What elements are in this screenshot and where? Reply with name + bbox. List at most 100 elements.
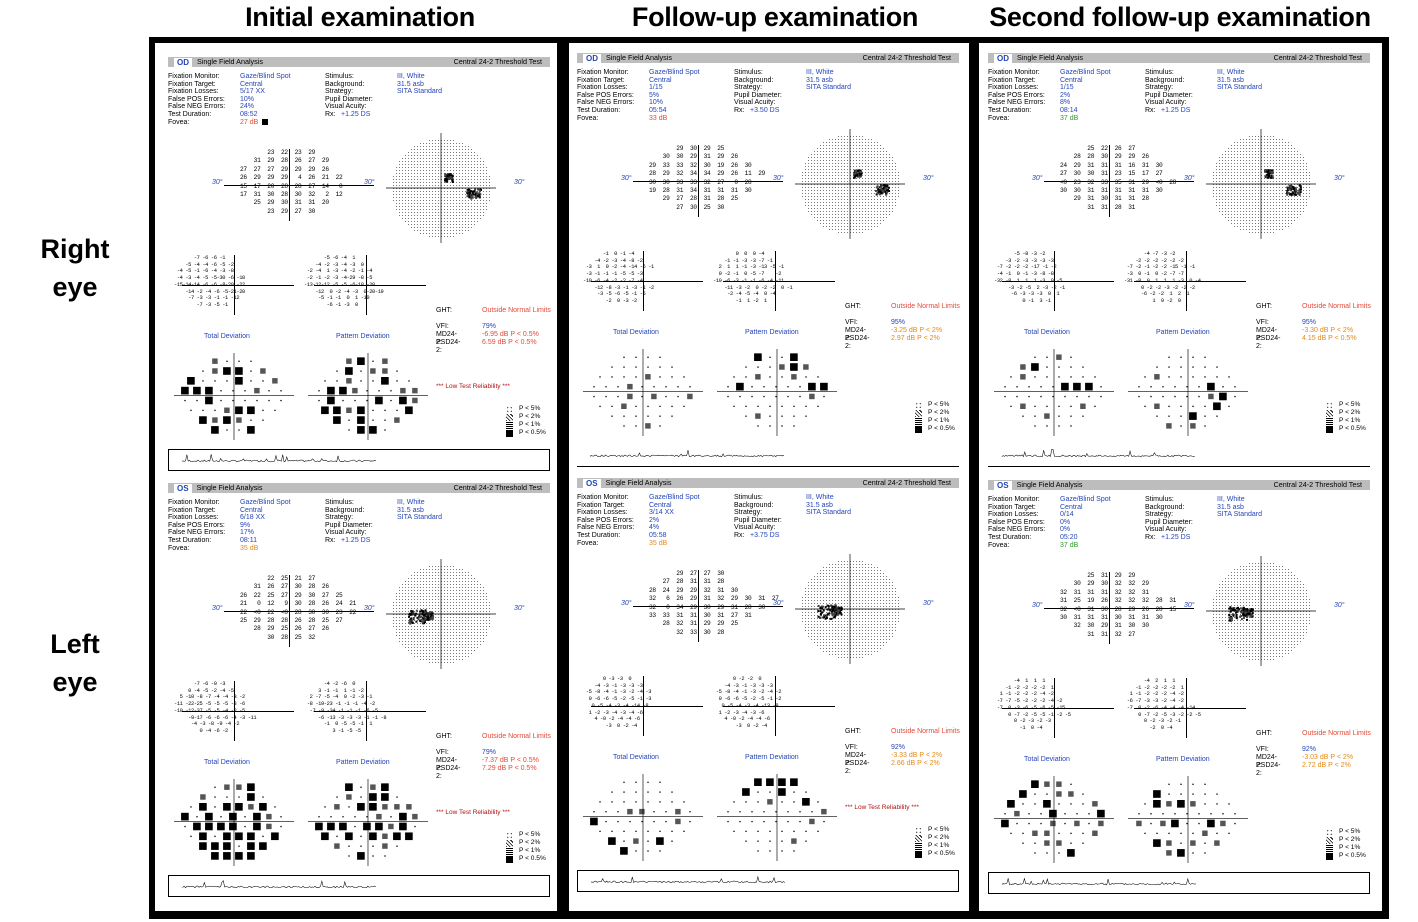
param-value-false-neg: 17% <box>240 529 255 537</box>
test-parameters: Fixation Monitor: Gaze/Blind Spot Fixation… <box>168 499 550 559</box>
total-deviation-values: -7 -6 -0 -3 0 -4 -5 -2 -4 -5 5 -10 -8 -7… <box>174 681 257 734</box>
gaze-tracking-trace-wrap <box>579 446 797 464</box>
index-label-ght: GHT: <box>845 728 861 735</box>
threshold-values: 29 27 27 30 27 28 31 31 28 28 24 29 29 3… <box>649 570 779 636</box>
param-label-acuity: Visual Acuity: <box>1145 526 1187 534</box>
degree-label-mid: 30° <box>773 175 784 182</box>
index-label-ght: GHT: <box>1256 730 1272 737</box>
legend-item: P < 1% <box>506 847 546 855</box>
param-label-fixation-monitor: Fixation Monitor: <box>577 69 629 76</box>
td-axis-h <box>1002 708 1114 709</box>
p5-symbol-icon <box>915 401 922 409</box>
panel-followup <box>569 43 969 911</box>
fovea-value: 35 dB <box>240 545 259 552</box>
threshold-axis-h <box>1044 181 1194 182</box>
pattern-deviation-probability-plot <box>717 774 837 862</box>
index-label-md: MD24-2: <box>436 757 458 772</box>
p1-symbol-icon <box>915 842 922 850</box>
report-header: OS Single Field Analysis Central 24-2 Thre… <box>988 480 1370 490</box>
param-value-false-neg: 4% <box>649 524 660 532</box>
param-label-pupil: Pupil Diameter: <box>1145 91 1193 99</box>
param-value-duration: 05:54 <box>649 107 667 114</box>
total-deviation-probability-plot <box>583 349 703 437</box>
index-label-psd: PSD24-2: <box>845 760 870 775</box>
param-value-rx: +1.25 DS <box>341 537 371 544</box>
param-value-strategy: SITA Standard <box>1217 84 1263 92</box>
param-label-rx: Rx: <box>325 537 336 544</box>
gaze-tracking-trace-wrap <box>171 451 389 469</box>
param-label-acuity: Visual Acuity: <box>734 99 776 107</box>
param-value-rx: +3.75 DS <box>750 532 780 539</box>
index-value-ght: Outside Normal Limits <box>1302 730 1371 737</box>
param-value-strategy: SITA Standard <box>1217 511 1263 519</box>
degree-label-left: 30° <box>212 179 223 186</box>
param-label-fixation-target: Fixation Target: <box>577 501 625 509</box>
pd-axis-h <box>1134 281 1246 282</box>
pd-axis-h <box>723 706 835 707</box>
legend-item: P < 2% <box>1326 836 1366 844</box>
index-value-md: -3.33 dB P < 2% <box>891 752 943 759</box>
pattern-deviation-probability-plot <box>308 353 428 441</box>
param-label-fixation-target: Fixation Target: <box>168 80 216 88</box>
threshold-axis-v <box>289 575 290 647</box>
param-label-rx: Rx: <box>734 532 745 539</box>
degree-label-right: 30° <box>923 600 934 607</box>
degree-label-mid: 30° <box>773 600 784 607</box>
fovea-value: 37 dB <box>1060 115 1079 122</box>
p1-symbol-icon <box>915 417 922 425</box>
p05-symbol-icon <box>1326 425 1333 433</box>
param-value-background: 31.5 asb <box>1217 76 1244 84</box>
param-value-fixation-target: Central <box>240 80 263 88</box>
fovea-row: Fovea: 27 dB <box>168 119 269 127</box>
index-value-psd: 2.66 dB P < 2% <box>891 760 940 767</box>
test-parameters: Fixation Monitor: Gaze/Blind Spot Fixation… <box>577 69 959 129</box>
p2-symbol-icon <box>506 839 513 847</box>
degree-label-mid: 30° <box>1184 602 1195 609</box>
pd-axis-v <box>1186 251 1187 311</box>
total-deviation-values: -4 1 1 1 -1 -2 -2 -2 -2 1 1 -1 -2 -2 -2 … <box>996 678 1071 731</box>
fovea-label: Fovea: <box>168 119 190 126</box>
param-label-acuity: Visual Acuity: <box>734 524 776 532</box>
index-value-vfi: 79% <box>482 749 497 756</box>
index-label-psd: PSD24-2: <box>436 765 461 780</box>
param-value-fixation-target: Central <box>649 76 672 84</box>
index-value-md: -3.03 dB P < 2% <box>1302 754 1354 761</box>
param-label-background: Background: <box>734 76 774 84</box>
legend-label: P < 5% <box>519 831 541 838</box>
param-value-false-pos: 9% <box>240 521 251 529</box>
index-value-ght: Outside Normal Limits <box>891 303 960 310</box>
legend-item: P < 1% <box>1326 417 1366 425</box>
legend-label: P < 2% <box>928 834 950 841</box>
legend-item: P < 1% <box>506 421 546 429</box>
index-label-ght: GHT: <box>845 303 861 310</box>
total-deviation-probability-plot <box>174 353 294 441</box>
td-axis-v <box>643 676 644 736</box>
legend-item: P < 2% <box>1326 409 1366 417</box>
report-test-name: Central 24-2 Threshold Test <box>862 478 951 488</box>
param-value-background: 31.5 asb <box>1217 503 1244 511</box>
param-label-fixation-monitor: Fixation Monitor: <box>577 494 629 501</box>
param-label-acuity: Visual Acuity: <box>325 103 367 111</box>
eye-badge: OS <box>583 478 601 488</box>
total-deviation-probability-plot <box>174 779 294 867</box>
report-header: OD Single Field Analysis Central 24-2 Thre… <box>577 53 959 63</box>
index-value-psd: 2.72 dB P < 2% <box>1302 762 1351 769</box>
degree-label-left: 30° <box>621 600 632 607</box>
eye-badge: OD <box>583 53 601 63</box>
param-label-fixation-monitor: Fixation Monitor: <box>168 499 220 506</box>
legend-label: P < 0.5% <box>1339 852 1366 859</box>
index-label-vfi: VFI: <box>1256 319 1269 326</box>
index-label-md: MD24-2: <box>1256 327 1278 342</box>
index-value-vfi: 95% <box>1302 319 1317 326</box>
fovea-label: Fovea: <box>168 545 190 552</box>
pattern-deviation-values: -5 -6 -4 1 -4 -2 -3 -4 -3 0 -2 -4 1 -3 -… <box>304 255 384 308</box>
param-label-fixation-losses: Fixation Losses: <box>168 514 219 522</box>
legend-label: P < 0.5% <box>1339 425 1366 432</box>
test-parameters: Fixation Monitor: Gaze/Blind Spot Fixation… <box>988 496 1370 556</box>
threshold-values: 29 30 29 25 30 30 29 31 29 26 29 33 33 3… <box>649 145 766 211</box>
gaze-tracking-strip <box>168 875 550 897</box>
test-parameters: Fixation Monitor: Gaze/Blind Spot Fixation… <box>168 73 550 133</box>
param-label-acuity: Visual Acuity: <box>325 529 367 537</box>
param-value-fixation-monitor: Gaze/Blind Spot <box>1060 496 1111 503</box>
param-label-pupil: Pupil Diameter: <box>325 95 373 103</box>
